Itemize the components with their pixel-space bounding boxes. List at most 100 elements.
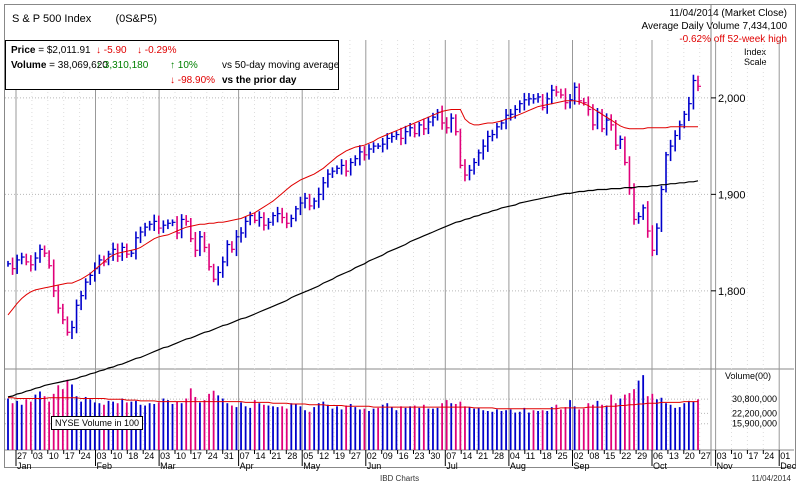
- header-right: 11/04/2014 (Market Close) Average Daily …: [642, 7, 787, 46]
- index-symbol: (0S&P5): [115, 13, 158, 25]
- volume-label: Volume: [11, 60, 47, 71]
- x-day-label: 18: [128, 451, 138, 461]
- price-tick-label: 1,800: [718, 286, 746, 298]
- volume-vs-prior-day-note: vs the prior day: [222, 75, 297, 86]
- ma200-line: [7, 180, 699, 398]
- x-day-label: 06: [653, 451, 663, 461]
- market-close-date: 11/04/2014 (Market Close): [669, 8, 787, 19]
- chart-frame: [4, 4, 796, 468]
- x-day-label: 24: [208, 451, 218, 461]
- price-change: -5.90: [103, 45, 127, 56]
- x-month-label: Jan: [17, 461, 32, 471]
- x-day-label: 31: [224, 451, 234, 461]
- x-day-label: 21: [478, 451, 488, 461]
- x-month-label: Jul: [446, 461, 458, 471]
- x-day-label: 19: [335, 451, 345, 461]
- x-day-label: 10: [176, 451, 186, 461]
- x-day-label: 01: [780, 451, 790, 461]
- x-day-label: 27: [701, 451, 711, 461]
- x-day-label: 27: [351, 451, 361, 461]
- volume-average-line: [8, 397, 698, 410]
- x-day-label: 24: [144, 451, 154, 461]
- x-day-label: 27: [17, 451, 27, 461]
- x-day-label: 17: [192, 451, 202, 461]
- x-day-label: 03: [97, 451, 107, 461]
- x-month-label: Nov: [717, 461, 734, 471]
- x-day-label: 07: [240, 451, 250, 461]
- x-month-label: Jun: [367, 461, 382, 471]
- x-day-label: 29: [637, 451, 647, 461]
- x-day-label: 23: [415, 451, 425, 461]
- volume-value: = 38,069,620: [49, 60, 108, 71]
- x-month-label: Feb: [97, 461, 113, 471]
- x-day-label: 07: [446, 451, 456, 461]
- arrow-down-icon: ↓: [137, 45, 142, 56]
- off-52-week-high: -0.62% off 52-week high: [679, 34, 787, 45]
- x-day-label: 03: [717, 451, 727, 461]
- x-month-label: May: [303, 461, 321, 471]
- x-day-label: 25: [558, 451, 568, 461]
- x-day-label: 14: [462, 451, 472, 461]
- price-label: Price: [11, 45, 36, 56]
- arrow-down-icon: ↓: [96, 45, 101, 56]
- volume-axis-label: Volume(00): [725, 371, 772, 381]
- x-day-label: 05: [303, 451, 313, 461]
- price-change-pct: -0.29%: [144, 45, 177, 56]
- ma50-line: [7, 100, 698, 316]
- x-day-label: 09: [383, 451, 393, 461]
- x-day-label: 10: [112, 451, 122, 461]
- x-month-label: Apr: [240, 461, 254, 471]
- price-value: = $2,011.91: [38, 45, 91, 56]
- arrow-up-icon: ↑: [170, 60, 175, 71]
- x-day-label: 28: [287, 451, 297, 461]
- arrow-down-icon: ↓: [170, 75, 175, 86]
- x-day-label: 15: [605, 451, 615, 461]
- footer-date: 11/04/2014: [751, 474, 791, 483]
- x-day-label: 03: [33, 451, 43, 461]
- volume-legend: NYSE Volume in 100: [51, 416, 144, 430]
- footer-source: IBD Charts: [380, 474, 420, 483]
- x-day-label: 21: [271, 451, 281, 461]
- x-day-label: 02: [574, 451, 584, 461]
- x-day-label: 30: [430, 451, 440, 461]
- average-daily-volume: Average Daily Volume 7,434,100: [641, 21, 787, 32]
- x-day-label: 16: [399, 451, 409, 461]
- volume-change: 3,310,180: [103, 60, 149, 71]
- x-day-label: 24: [81, 451, 91, 461]
- x-day-label: 10: [733, 451, 743, 461]
- price-tick-label: 1,900: [718, 189, 746, 201]
- price-tick-label: 2,000: [718, 93, 746, 105]
- x-day-label: 17: [65, 451, 75, 461]
- x-day-label: 11: [526, 451, 535, 461]
- x-month-label: Mar: [160, 461, 176, 471]
- volume-change-pct: 10%: [177, 60, 198, 71]
- x-day-label: 24: [764, 451, 774, 461]
- x-day-label: 18: [542, 451, 552, 461]
- stats-box: Price = $2,011.91 ↓ -5.90 ↓ -0.29% Volum…: [5, 40, 339, 90]
- x-day-label: 17: [748, 451, 758, 461]
- index-name: S & P 500 Index: [12, 13, 92, 25]
- x-day-label: 20: [685, 451, 695, 461]
- arrow-up-icon: ↑: [96, 60, 101, 71]
- x-day-label: 08: [589, 451, 599, 461]
- volume-tick-label: 15,900,000: [732, 419, 777, 429]
- volume-change-2-pct: -98.90%: [177, 75, 216, 86]
- x-day-label: 13: [669, 451, 679, 461]
- x-day-label: 04: [510, 451, 520, 461]
- volume-tick-label: 30,800,000: [732, 394, 777, 404]
- x-day-label: 10: [49, 451, 59, 461]
- x-day-label: 22: [621, 451, 631, 461]
- x-day-label: 02: [367, 451, 377, 461]
- x-day-label: 03: [160, 451, 170, 461]
- x-month-label: Aug: [510, 461, 526, 471]
- x-day-label: 12: [319, 451, 329, 461]
- chart-title: S & P 500 Index (0S&P5): [12, 13, 157, 25]
- x-month-label: Dec: [780, 461, 797, 471]
- volume-vs-50-day-note: vs 50-day moving average: [222, 60, 340, 71]
- index-scale-label: Index Scale: [744, 47, 767, 67]
- x-day-label: 28: [494, 451, 504, 461]
- x-month-label: Sep: [574, 461, 590, 471]
- x-day-label: 14: [256, 451, 266, 461]
- x-month-label: Oct: [653, 461, 668, 471]
